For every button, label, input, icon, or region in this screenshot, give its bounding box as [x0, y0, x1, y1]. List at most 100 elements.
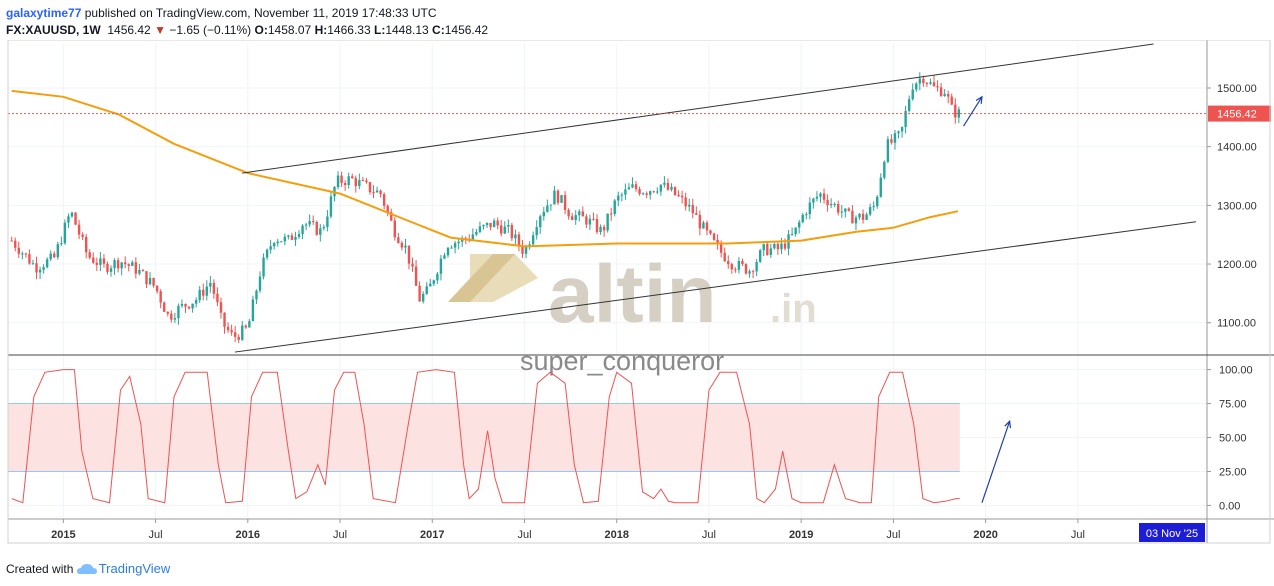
candle-body — [546, 205, 549, 212]
candle-body — [283, 236, 287, 242]
candle-body — [744, 264, 748, 274]
candle-body — [741, 260, 744, 265]
candle-body — [890, 139, 893, 143]
author-link[interactable]: galaxytime77 — [6, 6, 82, 20]
chart-area[interactable]: altin .in super_conqueror 1456.42 1100.0… — [0, 40, 1274, 558]
candle-body — [368, 182, 372, 193]
candle-body — [63, 222, 67, 244]
candle-body — [269, 246, 272, 250]
candle-body — [223, 312, 226, 327]
candle-body — [631, 184, 634, 188]
candle-body — [712, 233, 716, 240]
down-arrow-icon: ▼ — [154, 23, 166, 37]
candle-body — [620, 194, 624, 196]
candle-body — [336, 175, 340, 188]
candle-body — [471, 234, 475, 240]
candle-body — [290, 235, 294, 240]
candle-body — [734, 269, 737, 271]
candle-body — [780, 243, 783, 250]
ohlc-line: FX:XAUUSD, 1W 1456.42 ▼ −1.65 (−0.11%) O… — [6, 23, 488, 37]
candle-body — [946, 93, 950, 97]
y-tick-label: 1400.00 — [1217, 142, 1257, 154]
candle-body — [719, 244, 723, 253]
x-tick-label: 2016 — [236, 529, 260, 541]
x-tick-label: 2020 — [973, 529, 997, 541]
candle-body — [851, 210, 854, 224]
watermark: altin .in super_conqueror — [448, 249, 817, 376]
stoch-arrow-icon — [981, 421, 1011, 503]
candle-body — [411, 263, 414, 267]
candle-body — [716, 239, 719, 245]
candle-body — [549, 204, 553, 206]
candle-body — [570, 216, 574, 220]
candle-body — [241, 325, 244, 340]
candle-body — [709, 230, 712, 234]
candle-body — [205, 286, 208, 296]
stoch-y-tick-label: 75.00 — [1219, 399, 1247, 411]
candle-body — [698, 214, 702, 229]
stoch-y-tick-label: 0.00 — [1219, 500, 1240, 512]
candle-body — [202, 289, 205, 296]
candle-body — [925, 83, 929, 85]
publish-line: galaxytime77 published on TradingView.co… — [6, 6, 437, 20]
candle-body — [131, 262, 134, 266]
candle-body — [53, 253, 56, 258]
candle-body — [450, 247, 453, 249]
candle-body — [173, 318, 177, 320]
candle-body — [638, 189, 641, 194]
close-label: C: — [432, 23, 445, 37]
created-with-label: Created with — [6, 561, 74, 576]
candle-body — [893, 133, 897, 143]
candle-body — [727, 261, 730, 265]
x-tick-label: Jul — [517, 529, 531, 541]
candle-body — [514, 234, 517, 239]
candle-body — [606, 213, 609, 231]
candle-body — [212, 282, 216, 294]
candle-body — [390, 212, 393, 221]
x-tick-label: Jul — [1071, 529, 1085, 541]
candle-body — [907, 99, 911, 111]
date-tag — [1139, 523, 1205, 542]
footer: Created with TradingView — [6, 561, 170, 576]
candle-body — [124, 262, 127, 265]
x-tick-label: 2019 — [789, 529, 813, 541]
candle-body — [943, 93, 946, 96]
candle-body — [602, 226, 606, 231]
candle-body — [521, 245, 524, 254]
candle-body — [826, 199, 829, 206]
candle-body — [812, 198, 815, 203]
candle-body — [287, 235, 290, 237]
stoch-y-tick-label: 100.00 — [1219, 365, 1253, 377]
candle-body — [219, 302, 223, 313]
tradingview-logo-text[interactable]: TradingView — [98, 561, 171, 576]
candle-body — [340, 175, 343, 183]
stoch-y-tick-label: 25.00 — [1219, 466, 1247, 478]
candle-body — [56, 244, 60, 258]
candle-body — [343, 182, 347, 186]
candle-body — [670, 186, 673, 190]
candle-body — [897, 131, 900, 134]
candle-body — [560, 195, 563, 203]
candle-body — [659, 184, 663, 192]
change-value: −1.65 (−0.11%) — [169, 23, 252, 37]
candle-body — [233, 332, 237, 337]
candle-body — [645, 193, 648, 195]
candle-body — [382, 194, 386, 206]
candle-body — [312, 221, 315, 223]
candle-body — [900, 126, 904, 132]
candle-body — [790, 234, 794, 236]
candle-body — [35, 263, 38, 273]
candle-body — [265, 249, 269, 258]
candle-body — [148, 277, 152, 285]
candle-body — [262, 257, 265, 277]
candle-body — [127, 264, 130, 266]
candle-body — [120, 262, 123, 269]
watermark-logo-text: altin — [548, 249, 717, 340]
candle-body — [315, 222, 318, 235]
candle-body — [457, 241, 460, 244]
candle-body — [819, 193, 822, 197]
candle-body — [954, 104, 957, 118]
candle-body — [432, 280, 436, 284]
candle-body — [737, 260, 741, 270]
candle-body — [609, 213, 613, 215]
